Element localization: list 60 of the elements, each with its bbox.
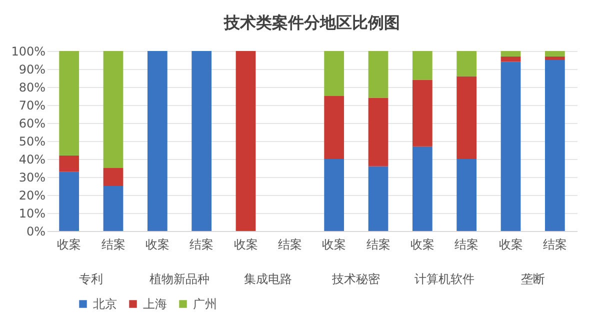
bar xyxy=(500,56,521,62)
y-tick-label: 80% xyxy=(18,80,46,94)
bar xyxy=(412,51,432,80)
bar xyxy=(500,62,521,231)
bar xyxy=(456,159,477,231)
text: 植物新品种 xyxy=(150,272,210,286)
bar xyxy=(103,51,124,168)
y-tick-label: 70% xyxy=(18,98,46,112)
bar xyxy=(59,155,80,172)
y-tick-label: 10% xyxy=(18,206,46,220)
x-tick-label: 收案 xyxy=(410,238,434,252)
chart-title: 技术类案件分地区比例图 xyxy=(223,13,400,32)
x-tick-label: 收案 xyxy=(322,238,346,252)
bar xyxy=(103,168,124,186)
y-tick-label: 0% xyxy=(26,224,46,238)
x-tick-label: 结案 xyxy=(542,238,567,252)
text: 计算机软件 xyxy=(414,272,474,286)
y-tick-label: 60% xyxy=(18,116,46,130)
x-tick-label: 结案 xyxy=(190,238,214,252)
x-tick-label: 结案 xyxy=(366,238,390,252)
text: 垄断 xyxy=(520,272,545,286)
bar xyxy=(544,60,565,231)
y-tick-label: 20% xyxy=(18,188,46,202)
x-tick-label: 结案 xyxy=(278,238,302,252)
x-tick-label: 收案 xyxy=(234,238,258,252)
bar xyxy=(368,166,388,231)
bar xyxy=(412,80,432,146)
bar xyxy=(192,51,212,231)
bar xyxy=(544,56,565,60)
text: 专利 xyxy=(79,272,104,286)
bar xyxy=(103,186,124,231)
x-tick-label: 结案 xyxy=(454,238,479,252)
bar xyxy=(412,146,432,231)
y-tick-label: 30% xyxy=(18,170,46,184)
legend-label: 广州 xyxy=(193,297,217,311)
bar xyxy=(368,98,388,166)
y-tick-label: 100% xyxy=(11,44,46,58)
bar xyxy=(456,51,477,76)
x-tick-label: 收案 xyxy=(145,238,170,252)
text: 集成电路 xyxy=(244,272,292,286)
bar xyxy=(500,51,521,56)
bar xyxy=(324,96,344,159)
bar xyxy=(236,51,256,231)
bar xyxy=(147,51,168,231)
x-tick-label: 收案 xyxy=(57,238,82,252)
legend-label: 上海 xyxy=(143,297,167,311)
bar xyxy=(324,159,344,231)
bar xyxy=(59,172,80,231)
text: 技术秘密 xyxy=(331,272,380,286)
bar xyxy=(544,51,565,56)
bar xyxy=(456,76,477,159)
bar xyxy=(368,51,388,98)
bar xyxy=(59,51,80,156)
y-tick-label: 90% xyxy=(18,62,46,76)
bar xyxy=(324,51,344,96)
y-tick-label: 40% xyxy=(18,152,46,166)
legend-label: 北京 xyxy=(93,297,117,311)
x-tick-label: 结案 xyxy=(101,238,126,252)
x-tick-label: 收案 xyxy=(498,238,523,252)
y-tick-label: 50% xyxy=(18,134,46,148)
